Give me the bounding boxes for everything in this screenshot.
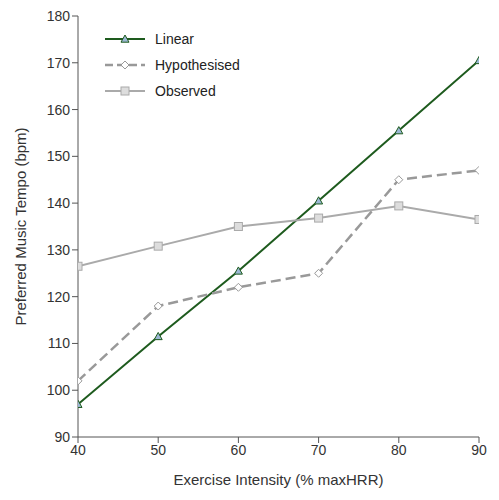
svg-text:140: 140 bbox=[47, 195, 71, 211]
svg-text:90: 90 bbox=[54, 429, 70, 445]
html-text:Linear: Linear bbox=[155, 31, 194, 47]
svg-text:90: 90 bbox=[471, 442, 487, 458]
svg-text:80: 80 bbox=[391, 442, 407, 458]
svg-text:60: 60 bbox=[231, 442, 247, 458]
svg-text:40: 40 bbox=[70, 442, 86, 458]
svg-text:70: 70 bbox=[311, 442, 327, 458]
svg-text:130: 130 bbox=[47, 242, 71, 258]
svg-text:120: 120 bbox=[47, 289, 71, 305]
svg-text:110: 110 bbox=[48, 335, 71, 351]
svg-text:Exercise Intensity (% maxHRR): Exercise Intensity (% maxHRR) bbox=[173, 471, 383, 488]
svg-text:50: 50 bbox=[150, 442, 166, 458]
svg-text:160: 160 bbox=[47, 102, 71, 118]
html-text:Hypothesised: Hypothesised bbox=[155, 57, 240, 73]
svg-text:100: 100 bbox=[47, 382, 71, 398]
svg-text:180: 180 bbox=[47, 8, 71, 24]
svg-text:170: 170 bbox=[47, 55, 71, 71]
svg-text:150: 150 bbox=[47, 148, 71, 164]
html-text:Observed: Observed bbox=[155, 83, 216, 99]
svg-text:Preferred Music Tempo (bpm): Preferred Music Tempo (bpm) bbox=[12, 127, 29, 325]
